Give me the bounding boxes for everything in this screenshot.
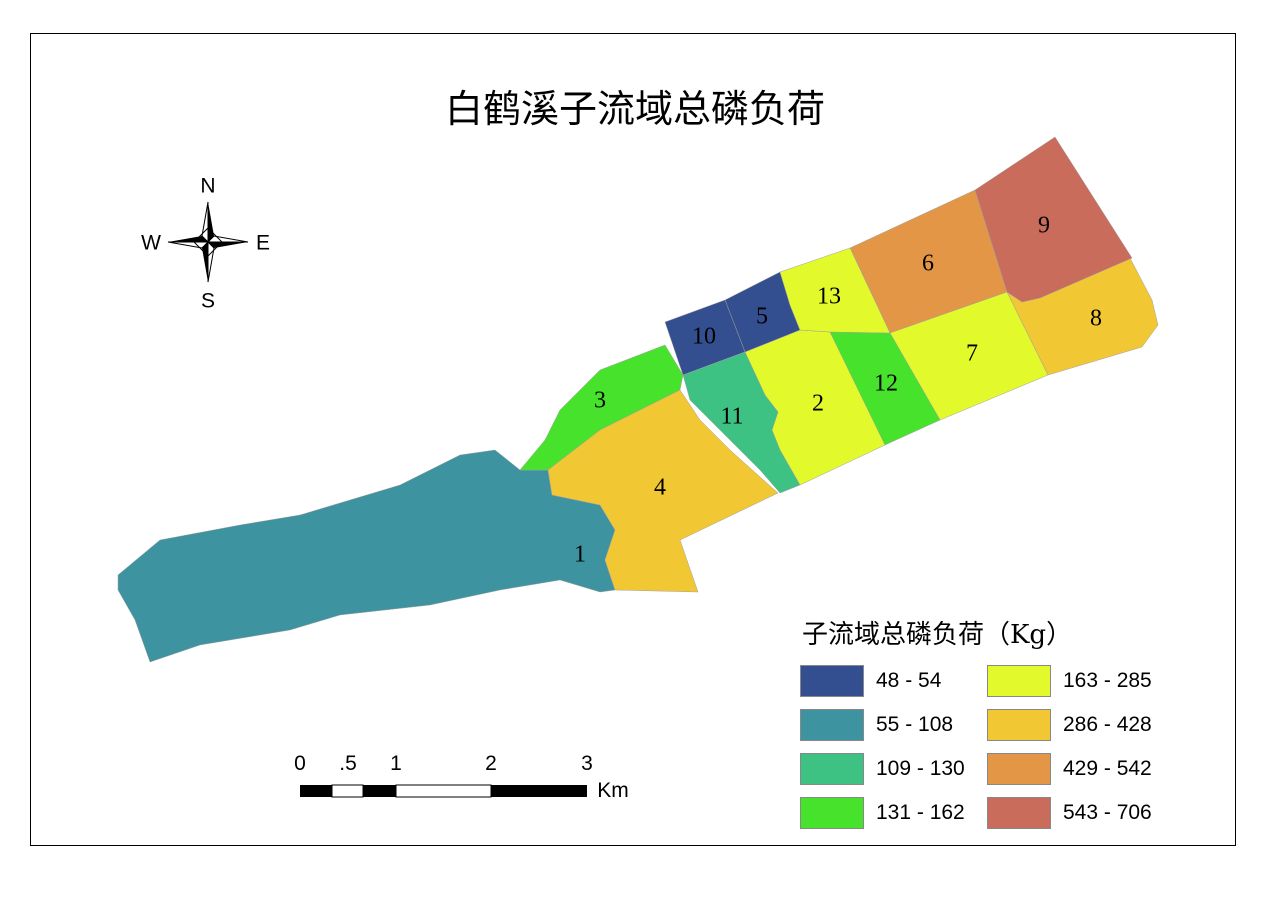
legend-item: 48 - 54 <box>800 665 941 697</box>
compass-n: N <box>200 175 215 198</box>
map-frame <box>30 33 1236 846</box>
scale-tick-05: .5 <box>339 752 357 775</box>
compass-s: S <box>201 290 215 313</box>
legend-title: 子流域总磷负荷（Kg） <box>802 620 1073 650</box>
subbasin-9 <box>974 136 1133 303</box>
legend-label: 55 - 108 <box>876 713 954 736</box>
legend-label: 429 - 542 <box>1063 757 1152 780</box>
subbasin-layer <box>117 136 1159 663</box>
compass-w: W <box>141 232 161 255</box>
subbasin-13 <box>779 247 891 334</box>
legend-swatch <box>800 797 864 829</box>
subbasin-label-6: 6 <box>922 251 934 277</box>
scale-unit: Km <box>597 779 629 802</box>
subbasin-label-7: 7 <box>966 341 978 367</box>
legend-swatch <box>987 753 1051 785</box>
legend-item: 55 - 108 <box>800 709 953 741</box>
legend-swatch <box>800 665 864 697</box>
subbasin-label-13: 13 <box>817 284 841 310</box>
legend-swatch <box>987 797 1051 829</box>
subbasin-label-2: 2 <box>812 391 824 417</box>
subbasin-label-5: 5 <box>756 304 768 330</box>
legend-label: 48 - 54 <box>876 669 942 692</box>
scale-tick-1: 1 <box>390 752 402 775</box>
legend-label: 109 - 130 <box>876 757 965 780</box>
legend-label: 543 - 706 <box>1063 801 1152 824</box>
subbasin-1 <box>117 449 616 663</box>
subbasin-label-4: 4 <box>654 475 666 501</box>
legend-item: 429 - 542 <box>987 753 1152 785</box>
scale-tick-3: 3 <box>581 752 593 775</box>
compass-e: E <box>256 232 270 255</box>
legend-item: 163 - 285 <box>987 665 1152 697</box>
north-arrow-icon: N S E W <box>141 175 270 313</box>
legend-item: 543 - 706 <box>987 797 1152 829</box>
map-title: 白鹤溪子流域总磷负荷 <box>444 87 825 131</box>
legend-label: 163 - 285 <box>1063 669 1152 692</box>
legend-swatch <box>800 753 864 785</box>
legend-label: 286 - 428 <box>1063 713 1152 736</box>
legend-swatch <box>800 709 864 741</box>
scale-bar: 0 .5 1 2 3 Km <box>294 752 629 802</box>
legend-swatch <box>987 665 1051 697</box>
subbasin-label-10: 10 <box>692 324 716 350</box>
scale-tick-0: 0 <box>294 752 306 775</box>
subbasin-label-12: 12 <box>874 371 898 397</box>
subbasin-label-8: 8 <box>1090 306 1102 332</box>
legend-item: 286 - 428 <box>987 709 1152 741</box>
subbasin-label-3: 3 <box>594 388 606 414</box>
subbasin-label-11: 11 <box>720 404 743 430</box>
subbasin-4 <box>547 389 779 593</box>
legend-item: 109 - 130 <box>800 753 965 785</box>
subbasin-label-9: 9 <box>1038 213 1050 239</box>
legend-item: 131 - 162 <box>800 797 965 829</box>
legend-swatch <box>987 709 1051 741</box>
subbasin-label-1: 1 <box>574 542 586 568</box>
scale-tick-2: 2 <box>485 752 497 775</box>
legend-label: 131 - 162 <box>876 801 965 824</box>
subbasin-11 <box>682 351 801 494</box>
